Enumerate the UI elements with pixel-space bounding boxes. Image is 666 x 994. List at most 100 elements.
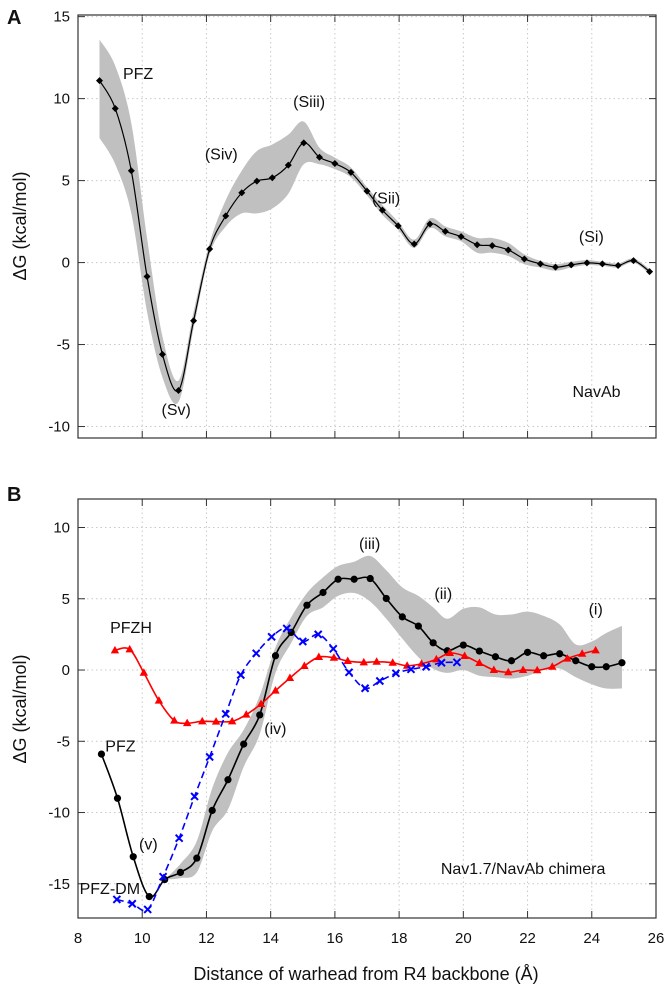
data-point-pfzh <box>372 657 381 665</box>
data-point-pfz <box>630 257 638 265</box>
data-point-pfz <box>224 776 232 784</box>
data-point-pfz <box>331 160 339 168</box>
data-point-pfz-dm <box>221 709 230 719</box>
data-point-pfzh <box>242 710 251 718</box>
data-point-pfz <box>347 168 355 176</box>
data-point-pfzh <box>256 699 266 707</box>
annotation-label: PFZ <box>123 66 153 83</box>
data-point-pfzh <box>518 665 528 674</box>
data-point-pfz <box>646 268 654 276</box>
data-point-pfz-dm <box>112 895 122 904</box>
series-line-pfzh <box>114 647 596 725</box>
data-point-pfz <box>366 574 374 583</box>
series-line-pfz <box>100 576 623 898</box>
y-tick-label: -5 <box>57 337 70 354</box>
x-tick-label: 20 <box>455 930 472 947</box>
y-tick-label: 5 <box>62 591 70 608</box>
data-point-pfzh <box>532 665 542 674</box>
x-tick-label: 14 <box>262 930 279 947</box>
panel-b-letter: B <box>7 484 21 506</box>
data-point-pfz <box>97 750 106 758</box>
annotation-label: PFZ <box>105 738 135 755</box>
data-point-pfz <box>319 588 327 597</box>
data-point-pfz <box>222 212 230 220</box>
x-axis-title: Distance of warhead from R4 backbone (Å) <box>193 964 538 984</box>
x-tick-label: 24 <box>583 930 600 947</box>
annotation-label: PFZH <box>110 620 152 637</box>
data-point-pfzh <box>154 696 164 704</box>
data-point-pfz-dm <box>174 833 184 843</box>
panel-b: 8 10 12 14 16 18 20 22 24 26 10 5 0 -5 -10 -15 PFZH PFZ (v… <box>48 498 665 947</box>
data-point-pfz <box>551 263 559 271</box>
data-point-pfz <box>238 189 246 197</box>
x-tick-label: 18 <box>391 930 408 947</box>
annotation-label: (iv) <box>264 721 286 738</box>
data-point-pfzh <box>489 665 499 674</box>
data-point-pfz <box>398 613 406 621</box>
data-point-pfz <box>129 853 137 861</box>
data-point-pfz <box>572 657 580 665</box>
data-point-pfz-dm <box>375 676 385 686</box>
data-point-pfz <box>256 711 264 719</box>
data-point-pfz <box>271 652 280 660</box>
data-point-pfz-dm <box>421 662 431 671</box>
data-point-pfz <box>284 161 292 169</box>
data-point-pfz <box>303 601 311 609</box>
data-point-pfz-dm <box>344 668 354 677</box>
data-point-pfz <box>190 317 198 325</box>
data-point-pfz <box>253 177 261 185</box>
data-point-pfz-dm <box>158 872 168 881</box>
data-point-pfzh <box>139 668 149 676</box>
y-tick-label: 5 <box>62 173 70 190</box>
y-tick-label: -5 <box>57 733 70 750</box>
data-point-pfzh <box>198 716 207 725</box>
data-point-pfzh <box>388 658 397 666</box>
data-point-pfzh <box>359 657 368 666</box>
annotation-label: (Sii) <box>372 191 400 208</box>
data-point-pfz <box>382 594 390 603</box>
series-line-pfz-dm <box>116 627 457 912</box>
data-point-pfzh <box>329 653 339 661</box>
annotation-label: (Siii) <box>293 94 325 111</box>
data-point-pfz <box>473 241 481 249</box>
data-point-pfz-dm <box>437 658 446 667</box>
data-point-pfz <box>143 273 151 281</box>
data-point-pfz <box>556 650 564 658</box>
annotation-label: PFZ-DM <box>80 881 140 898</box>
data-point-pfzh <box>271 686 280 694</box>
x-tick-label: 16 <box>327 930 344 947</box>
data-point-pfzh <box>445 648 455 657</box>
plot-frame <box>77 14 657 439</box>
data-point-pfz <box>459 641 467 649</box>
data-point-pfz <box>394 222 402 230</box>
x-tick-label: 26 <box>648 930 665 947</box>
data-point-pfz <box>523 648 532 656</box>
data-point-pfz <box>488 242 496 250</box>
data-point-pfz <box>507 657 516 665</box>
annotation-label: (ii) <box>434 586 452 603</box>
y-tick-label: -15 <box>48 876 70 893</box>
x-tick-label: 12 <box>198 930 215 947</box>
data-point-pfz <box>540 652 548 660</box>
y-tick-label: 0 <box>62 662 70 679</box>
data-point-pfzh <box>170 716 179 724</box>
data-point-pfz <box>602 663 610 671</box>
error-band-pfz <box>99 39 650 405</box>
data-point-pfz <box>206 245 214 253</box>
data-point-pfzh <box>182 718 192 727</box>
data-point-pfz <box>614 262 622 270</box>
data-point-pfz <box>520 255 528 263</box>
annotation-label: (iii) <box>359 536 380 553</box>
data-point-pfz <box>111 104 119 112</box>
data-point-pfzh <box>343 656 352 665</box>
data-point-pfzh <box>125 644 134 653</box>
y-tick-label: -10 <box>48 805 70 822</box>
data-point-pfz-dm <box>282 624 291 633</box>
data-point-pfz-dm <box>143 905 152 914</box>
data-point-pfz <box>583 259 591 267</box>
data-point-pfz-dm <box>205 752 214 762</box>
data-point-pfz <box>410 240 418 248</box>
data-point-pfz <box>240 740 248 748</box>
data-point-pfz-dm <box>298 637 307 646</box>
data-point-pfzh <box>211 717 221 725</box>
